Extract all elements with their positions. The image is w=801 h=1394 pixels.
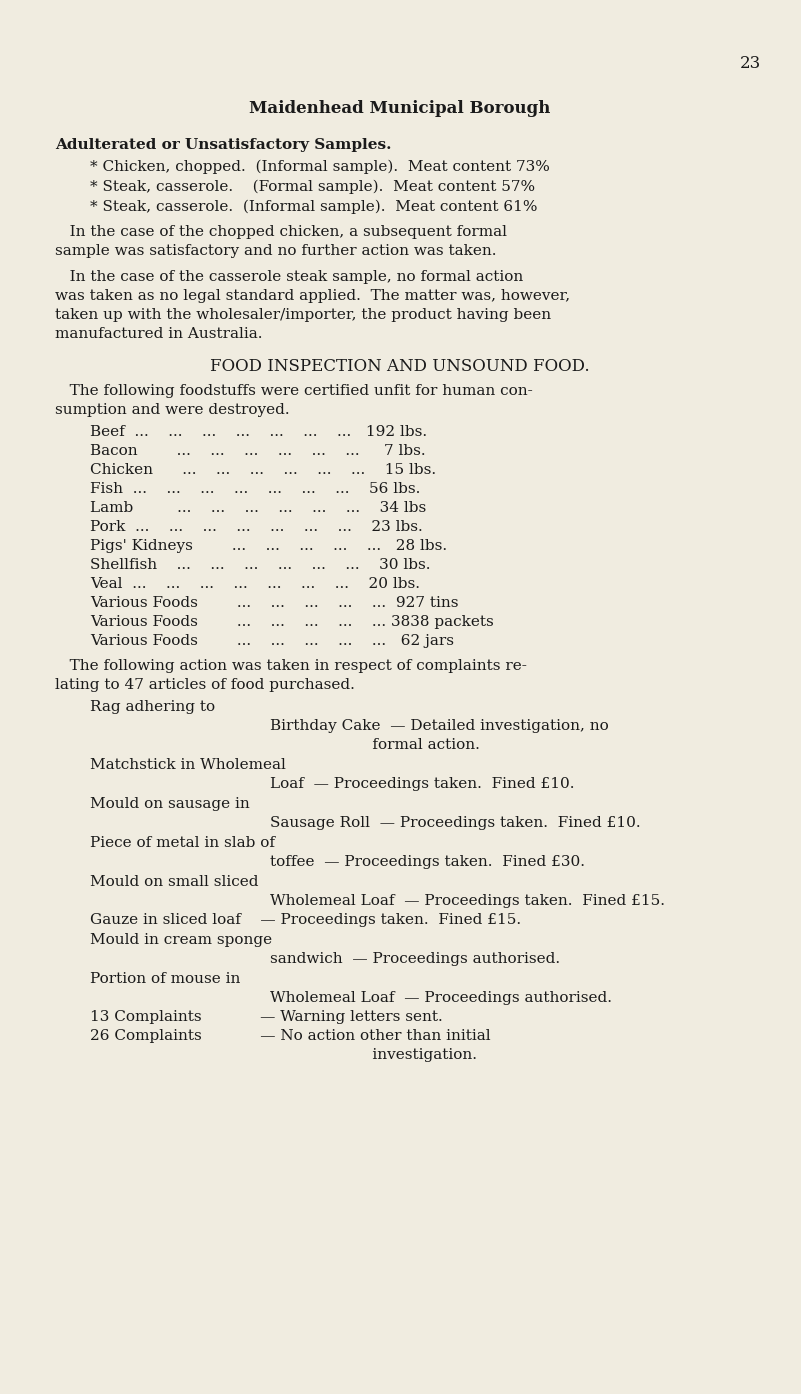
Text: Chicken      ...    ...    ...    ...    ...    ...    15 lbs.: Chicken ... ... ... ... ... ... 15 lbs. (90, 463, 436, 477)
Text: sample was satisfactory and no further action was taken.: sample was satisfactory and no further a… (55, 244, 497, 258)
Text: Mould in cream sponge: Mould in cream sponge (90, 933, 272, 947)
Text: taken up with the wholesaler/importer, the product having been: taken up with the wholesaler/importer, t… (55, 308, 551, 322)
Text: manufactured in Australia.: manufactured in Australia. (55, 328, 263, 342)
Text: * Steak, casserole.    (Formal sample).  Meat content 57%: * Steak, casserole. (Formal sample). Mea… (90, 180, 535, 194)
Text: 13 Complaints            — Warning letters sent.: 13 Complaints — Warning letters sent. (90, 1011, 443, 1025)
Text: Birthday Cake  — Detailed investigation, no: Birthday Cake — Detailed investigation, … (270, 719, 609, 733)
Text: Rag adhering to: Rag adhering to (90, 700, 215, 714)
Text: Shellfish    ...    ...    ...    ...    ...    ...    30 lbs.: Shellfish ... ... ... ... ... ... 30 lbs… (90, 558, 430, 572)
Text: Beef  ...    ...    ...    ...    ...    ...    ...   192 lbs.: Beef ... ... ... ... ... ... ... 192 lbs… (90, 425, 427, 439)
Text: 23: 23 (740, 54, 761, 72)
Text: Adulterated or Unsatisfactory Samples.: Adulterated or Unsatisfactory Samples. (55, 138, 392, 152)
Text: toffee  — Proceedings taken.  Fined £30.: toffee — Proceedings taken. Fined £30. (270, 855, 585, 868)
Text: Wholemeal Loaf  — Proceedings authorised.: Wholemeal Loaf — Proceedings authorised. (270, 991, 612, 1005)
Text: Lamb         ...    ...    ...    ...    ...    ...    34 lbs: Lamb ... ... ... ... ... ... 34 lbs (90, 500, 426, 514)
Text: Maidenhead Municipal Borough: Maidenhead Municipal Borough (249, 100, 551, 117)
Text: FOOD INSPECTION AND UNSOUND FOOD.: FOOD INSPECTION AND UNSOUND FOOD. (210, 358, 590, 375)
Text: Piece of metal in slab of: Piece of metal in slab of (90, 836, 275, 850)
Text: Portion of mouse in: Portion of mouse in (90, 972, 240, 986)
Text: Mould on small sliced: Mould on small sliced (90, 875, 259, 889)
Text: formal action.: formal action. (270, 737, 480, 751)
Text: Gauze in sliced loaf    — Proceedings taken.  Fined £15.: Gauze in sliced loaf — Proceedings taken… (90, 913, 521, 927)
Text: sumption and were destroyed.: sumption and were destroyed. (55, 403, 290, 417)
Text: investigation.: investigation. (270, 1048, 477, 1062)
Text: Fish  ...    ...    ...    ...    ...    ...    ...    56 lbs.: Fish ... ... ... ... ... ... ... 56 lbs. (90, 482, 421, 496)
Text: The following foodstuffs were certified unfit for human con-: The following foodstuffs were certified … (55, 383, 533, 399)
Text: Pigs' Kidneys        ...    ...    ...    ...    ...   28 lbs.: Pigs' Kidneys ... ... ... ... ... 28 lbs… (90, 539, 447, 553)
Text: Veal  ...    ...    ...    ...    ...    ...    ...    20 lbs.: Veal ... ... ... ... ... ... ... 20 lbs. (90, 577, 420, 591)
Text: Loaf  — Proceedings taken.  Fined £10.: Loaf — Proceedings taken. Fined £10. (270, 776, 574, 790)
Text: 26 Complaints            — No action other than initial: 26 Complaints — No action other than ini… (90, 1029, 491, 1043)
Text: Mould on sausage in: Mould on sausage in (90, 797, 250, 811)
Text: Sausage Roll  — Proceedings taken.  Fined £10.: Sausage Roll — Proceedings taken. Fined … (270, 815, 641, 829)
Text: sandwich  — Proceedings authorised.: sandwich — Proceedings authorised. (270, 952, 560, 966)
Text: Pork  ...    ...    ...    ...    ...    ...    ...    23 lbs.: Pork ... ... ... ... ... ... ... 23 lbs. (90, 520, 423, 534)
Text: In the case of the casserole steak sample, no formal action: In the case of the casserole steak sampl… (55, 270, 523, 284)
Text: * Steak, casserole.  (Informal sample).  Meat content 61%: * Steak, casserole. (Informal sample). M… (90, 199, 537, 215)
Text: The following action was taken in respect of complaints re-: The following action was taken in respec… (55, 659, 527, 673)
Text: was taken as no legal standard applied.  The matter was, however,: was taken as no legal standard applied. … (55, 289, 570, 302)
Text: Bacon        ...    ...    ...    ...    ...    ...     7 lbs.: Bacon ... ... ... ... ... ... 7 lbs. (90, 445, 425, 459)
Text: Wholemeal Loaf  — Proceedings taken.  Fined £15.: Wholemeal Loaf — Proceedings taken. Fine… (270, 894, 665, 907)
Text: Various Foods        ...    ...    ...    ...    ...  927 tins: Various Foods ... ... ... ... ... 927 ti… (90, 597, 458, 611)
Text: Matchstick in Wholemeal: Matchstick in Wholemeal (90, 758, 286, 772)
Text: In the case of the chopped chicken, a subsequent formal: In the case of the chopped chicken, a su… (55, 224, 507, 238)
Text: lating to 47 articles of food purchased.: lating to 47 articles of food purchased. (55, 677, 355, 691)
Text: Various Foods        ...    ...    ...    ...    ... 3838 packets: Various Foods ... ... ... ... ... 3838 p… (90, 615, 493, 629)
Text: * Chicken, chopped.  (Informal sample).  Meat content 73%: * Chicken, chopped. (Informal sample). M… (90, 160, 549, 174)
Text: Various Foods        ...    ...    ...    ...    ...   62 jars: Various Foods ... ... ... ... ... 62 jar… (90, 634, 454, 648)
